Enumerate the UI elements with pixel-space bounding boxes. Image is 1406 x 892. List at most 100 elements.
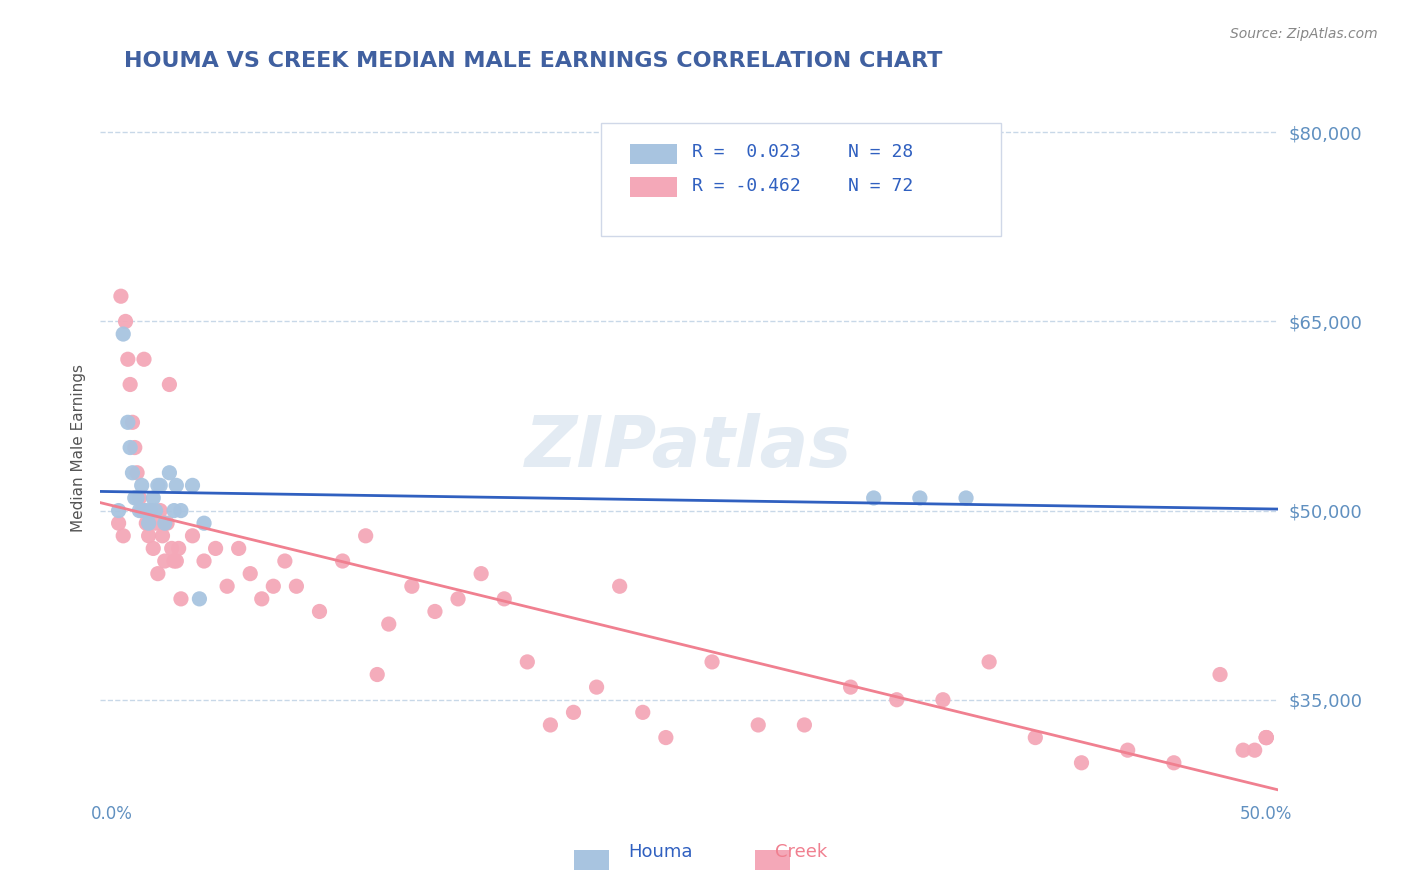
Point bbox=[585, 680, 607, 694]
Point bbox=[979, 655, 1001, 669]
Point bbox=[157, 377, 180, 392]
Point bbox=[125, 491, 148, 505]
Point bbox=[239, 566, 262, 581]
Point bbox=[562, 706, 585, 720]
Point bbox=[153, 554, 176, 568]
Point bbox=[120, 377, 142, 392]
Point bbox=[516, 655, 538, 669]
FancyBboxPatch shape bbox=[630, 178, 678, 197]
Point bbox=[117, 352, 139, 367]
Point bbox=[145, 503, 167, 517]
Point bbox=[138, 516, 160, 531]
Point bbox=[132, 352, 155, 367]
Point bbox=[135, 503, 157, 517]
Point bbox=[163, 554, 186, 568]
Point bbox=[631, 706, 654, 720]
Point bbox=[146, 478, 169, 492]
Point bbox=[149, 503, 172, 517]
Point bbox=[170, 591, 193, 606]
FancyBboxPatch shape bbox=[630, 144, 678, 163]
Point bbox=[120, 441, 142, 455]
Point bbox=[932, 692, 955, 706]
Point bbox=[132, 503, 155, 517]
Point bbox=[153, 516, 176, 531]
Point bbox=[142, 491, 165, 505]
Point bbox=[193, 554, 215, 568]
Point bbox=[217, 579, 239, 593]
Point bbox=[285, 579, 308, 593]
Point bbox=[131, 478, 153, 492]
Point bbox=[1070, 756, 1092, 770]
Point bbox=[955, 491, 977, 505]
Point bbox=[142, 541, 165, 556]
Point bbox=[149, 478, 172, 492]
Point bbox=[1243, 743, 1265, 757]
Text: R = -0.462: R = -0.462 bbox=[693, 177, 801, 194]
Point bbox=[609, 579, 631, 593]
Point bbox=[908, 491, 931, 505]
Point bbox=[107, 503, 129, 517]
Point bbox=[124, 491, 146, 505]
Point bbox=[135, 516, 157, 531]
Point bbox=[128, 491, 150, 505]
Point bbox=[1232, 743, 1254, 757]
Point bbox=[139, 503, 162, 517]
Point bbox=[308, 605, 330, 619]
Point bbox=[886, 692, 908, 706]
Point bbox=[447, 591, 470, 606]
Point bbox=[188, 591, 211, 606]
Point bbox=[114, 314, 136, 328]
Point bbox=[165, 478, 187, 492]
Point bbox=[160, 541, 183, 556]
Point bbox=[124, 441, 146, 455]
Point bbox=[204, 541, 226, 556]
Point bbox=[193, 516, 215, 531]
Point bbox=[1256, 731, 1278, 745]
Point bbox=[107, 516, 129, 531]
Text: N = 28: N = 28 bbox=[848, 144, 912, 161]
Point bbox=[274, 554, 297, 568]
Point bbox=[112, 326, 135, 341]
Point bbox=[145, 516, 167, 531]
Text: R =  0.023: R = 0.023 bbox=[693, 144, 801, 161]
Point bbox=[139, 503, 162, 517]
Point bbox=[378, 617, 401, 632]
Point bbox=[862, 491, 884, 505]
Text: HOUMA VS CREEK MEDIAN MALE EARNINGS CORRELATION CHART: HOUMA VS CREEK MEDIAN MALE EARNINGS CORR… bbox=[124, 51, 942, 70]
Text: N = 72: N = 72 bbox=[848, 177, 912, 194]
Point bbox=[163, 503, 186, 517]
Point bbox=[1256, 731, 1278, 745]
Text: Houma: Houma bbox=[628, 843, 693, 861]
Point bbox=[157, 466, 180, 480]
Point bbox=[165, 554, 187, 568]
Point bbox=[470, 566, 492, 581]
Point bbox=[156, 516, 179, 531]
Point bbox=[1209, 667, 1232, 681]
Point bbox=[131, 503, 153, 517]
Point bbox=[128, 503, 150, 517]
Point bbox=[228, 541, 250, 556]
Point bbox=[494, 591, 516, 606]
Point bbox=[125, 466, 148, 480]
Point bbox=[181, 478, 204, 492]
Point bbox=[167, 541, 190, 556]
Point bbox=[110, 289, 132, 303]
FancyBboxPatch shape bbox=[600, 123, 1001, 235]
Y-axis label: Median Male Earnings: Median Male Earnings bbox=[72, 364, 86, 532]
Point bbox=[250, 591, 273, 606]
Point bbox=[700, 655, 723, 669]
Point bbox=[112, 529, 135, 543]
Point bbox=[354, 529, 377, 543]
Text: ZIPatlas: ZIPatlas bbox=[526, 413, 852, 482]
Point bbox=[793, 718, 815, 732]
Point bbox=[1024, 731, 1046, 745]
Point bbox=[401, 579, 423, 593]
Point bbox=[1256, 731, 1278, 745]
Point bbox=[121, 415, 143, 429]
Point bbox=[423, 605, 446, 619]
Point bbox=[117, 415, 139, 429]
Point bbox=[538, 718, 561, 732]
Text: Source: ZipAtlas.com: Source: ZipAtlas.com bbox=[1230, 27, 1378, 41]
Point bbox=[121, 466, 143, 480]
Point bbox=[655, 731, 678, 745]
